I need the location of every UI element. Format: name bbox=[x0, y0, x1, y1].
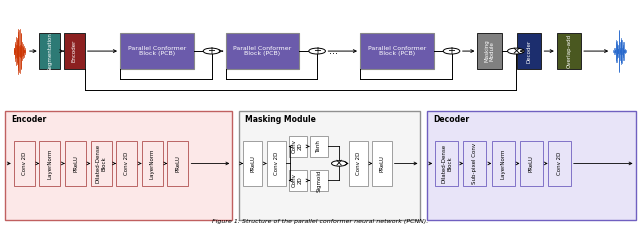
Text: Dilated-Dense
Block: Dilated-Dense Block bbox=[96, 144, 106, 183]
Text: Parallel Conformer
Block (PCB): Parallel Conformer Block (PCB) bbox=[233, 46, 292, 57]
FancyBboxPatch shape bbox=[120, 33, 193, 69]
Text: Parallel Conformer
Block (PCB): Parallel Conformer Block (PCB) bbox=[367, 46, 426, 57]
FancyBboxPatch shape bbox=[14, 141, 35, 186]
FancyBboxPatch shape bbox=[477, 33, 502, 69]
Text: Parallel Conformer
Block (PCB): Parallel Conformer Block (PCB) bbox=[127, 46, 186, 57]
FancyBboxPatch shape bbox=[360, 33, 434, 69]
FancyBboxPatch shape bbox=[64, 33, 85, 69]
Text: Tanh: Tanh bbox=[316, 140, 321, 153]
Text: +: + bbox=[313, 46, 321, 56]
Text: Sigmoid: Sigmoid bbox=[316, 169, 321, 192]
Text: Conv 2D: Conv 2D bbox=[274, 152, 279, 175]
FancyBboxPatch shape bbox=[310, 170, 328, 191]
FancyBboxPatch shape bbox=[116, 141, 138, 186]
Text: Encoder: Encoder bbox=[72, 40, 77, 62]
Text: Decoder: Decoder bbox=[527, 39, 532, 63]
FancyBboxPatch shape bbox=[548, 141, 571, 186]
FancyBboxPatch shape bbox=[517, 33, 541, 69]
Text: PReLU: PReLU bbox=[175, 155, 180, 172]
Text: Conv
2D: Conv 2D bbox=[292, 173, 303, 188]
FancyBboxPatch shape bbox=[492, 141, 515, 186]
FancyBboxPatch shape bbox=[310, 136, 328, 157]
FancyBboxPatch shape bbox=[427, 111, 636, 220]
FancyBboxPatch shape bbox=[435, 141, 458, 186]
Circle shape bbox=[204, 48, 220, 54]
Text: Masking Module: Masking Module bbox=[245, 115, 316, 124]
FancyBboxPatch shape bbox=[349, 141, 368, 186]
FancyBboxPatch shape bbox=[289, 136, 307, 157]
FancyBboxPatch shape bbox=[267, 141, 286, 186]
FancyBboxPatch shape bbox=[168, 141, 188, 186]
FancyBboxPatch shape bbox=[5, 111, 232, 220]
Text: +: + bbox=[447, 46, 456, 56]
Text: Masking
Module: Masking Module bbox=[484, 40, 495, 62]
Text: LayerNorm: LayerNorm bbox=[150, 148, 155, 179]
Text: Conv 2D: Conv 2D bbox=[356, 152, 361, 175]
Text: Segmentation: Segmentation bbox=[47, 32, 52, 71]
FancyBboxPatch shape bbox=[289, 170, 307, 191]
FancyBboxPatch shape bbox=[40, 33, 61, 69]
Text: LayerNorm: LayerNorm bbox=[500, 148, 506, 179]
Text: LayerNorm: LayerNorm bbox=[47, 148, 52, 179]
FancyBboxPatch shape bbox=[40, 141, 61, 186]
Text: Encoder: Encoder bbox=[12, 115, 47, 124]
FancyBboxPatch shape bbox=[463, 141, 486, 186]
Circle shape bbox=[309, 48, 326, 54]
Circle shape bbox=[508, 48, 524, 54]
Text: Conv 2D: Conv 2D bbox=[124, 152, 129, 175]
FancyBboxPatch shape bbox=[142, 141, 163, 186]
Text: ×: × bbox=[511, 46, 520, 56]
Text: Dilated-Dense
Block: Dilated-Dense Block bbox=[442, 144, 452, 183]
FancyBboxPatch shape bbox=[65, 141, 86, 186]
Text: Conv 2D: Conv 2D bbox=[557, 152, 562, 175]
Text: ×: × bbox=[335, 158, 343, 168]
Text: ...: ... bbox=[328, 46, 338, 56]
Text: +: + bbox=[207, 46, 216, 56]
Text: Sub-pixel Conv: Sub-pixel Conv bbox=[472, 143, 477, 184]
FancyBboxPatch shape bbox=[226, 33, 300, 69]
FancyBboxPatch shape bbox=[91, 141, 112, 186]
Text: Conv
2D: Conv 2D bbox=[292, 139, 303, 153]
FancyBboxPatch shape bbox=[520, 141, 543, 186]
Circle shape bbox=[332, 161, 347, 166]
Text: PReLU: PReLU bbox=[529, 155, 534, 172]
FancyBboxPatch shape bbox=[243, 141, 262, 186]
FancyBboxPatch shape bbox=[239, 111, 420, 220]
Text: PReLU: PReLU bbox=[73, 155, 78, 172]
Text: PReLU: PReLU bbox=[250, 155, 255, 172]
Text: Conv 2D: Conv 2D bbox=[22, 152, 27, 175]
FancyBboxPatch shape bbox=[372, 141, 392, 186]
FancyBboxPatch shape bbox=[557, 33, 581, 69]
Text: PReLU: PReLU bbox=[380, 155, 385, 172]
Text: Overlap-add: Overlap-add bbox=[566, 34, 572, 68]
Text: Figure 1: Structure of the parallel conformer neural network (PCNN).: Figure 1: Structure of the parallel conf… bbox=[212, 219, 428, 224]
Circle shape bbox=[443, 48, 460, 54]
Text: Decoder: Decoder bbox=[433, 115, 469, 124]
